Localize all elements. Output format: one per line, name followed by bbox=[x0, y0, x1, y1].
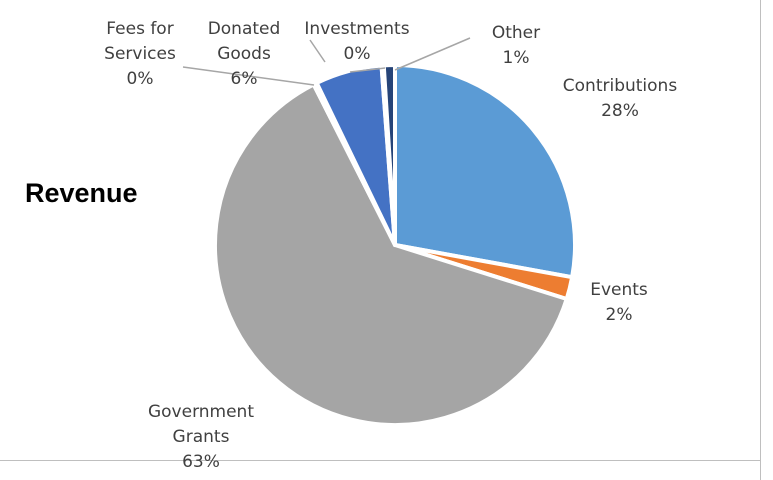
leader-line-investments bbox=[349, 67, 386, 73]
data-label-events: Events 2% bbox=[590, 280, 648, 325]
pie-slice-contributions bbox=[393, 63, 577, 280]
chart-title: Revenue bbox=[25, 178, 138, 208]
data-label-contributions: Contributions 28% bbox=[563, 76, 678, 121]
chart-border-right bbox=[760, 0, 761, 480]
leader-line-other bbox=[394, 37, 471, 71]
data-label-fees-for-services: Fees for Services 0% bbox=[104, 19, 176, 89]
pie-slice-other bbox=[381, 63, 397, 247]
data-label-other: Other 1% bbox=[492, 23, 540, 68]
data-label-investments: Investments 0% bbox=[304, 19, 409, 64]
leader-line-fees-for-services bbox=[182, 66, 315, 86]
leader-line-donated-goods bbox=[309, 39, 326, 63]
chart-border-bottom bbox=[0, 460, 761, 461]
data-label-donated-goods: Donated Goods 6% bbox=[208, 19, 281, 89]
data-label-government-grants: Government Grants 63% bbox=[148, 402, 254, 472]
pie-slice-government-grants bbox=[213, 82, 569, 427]
